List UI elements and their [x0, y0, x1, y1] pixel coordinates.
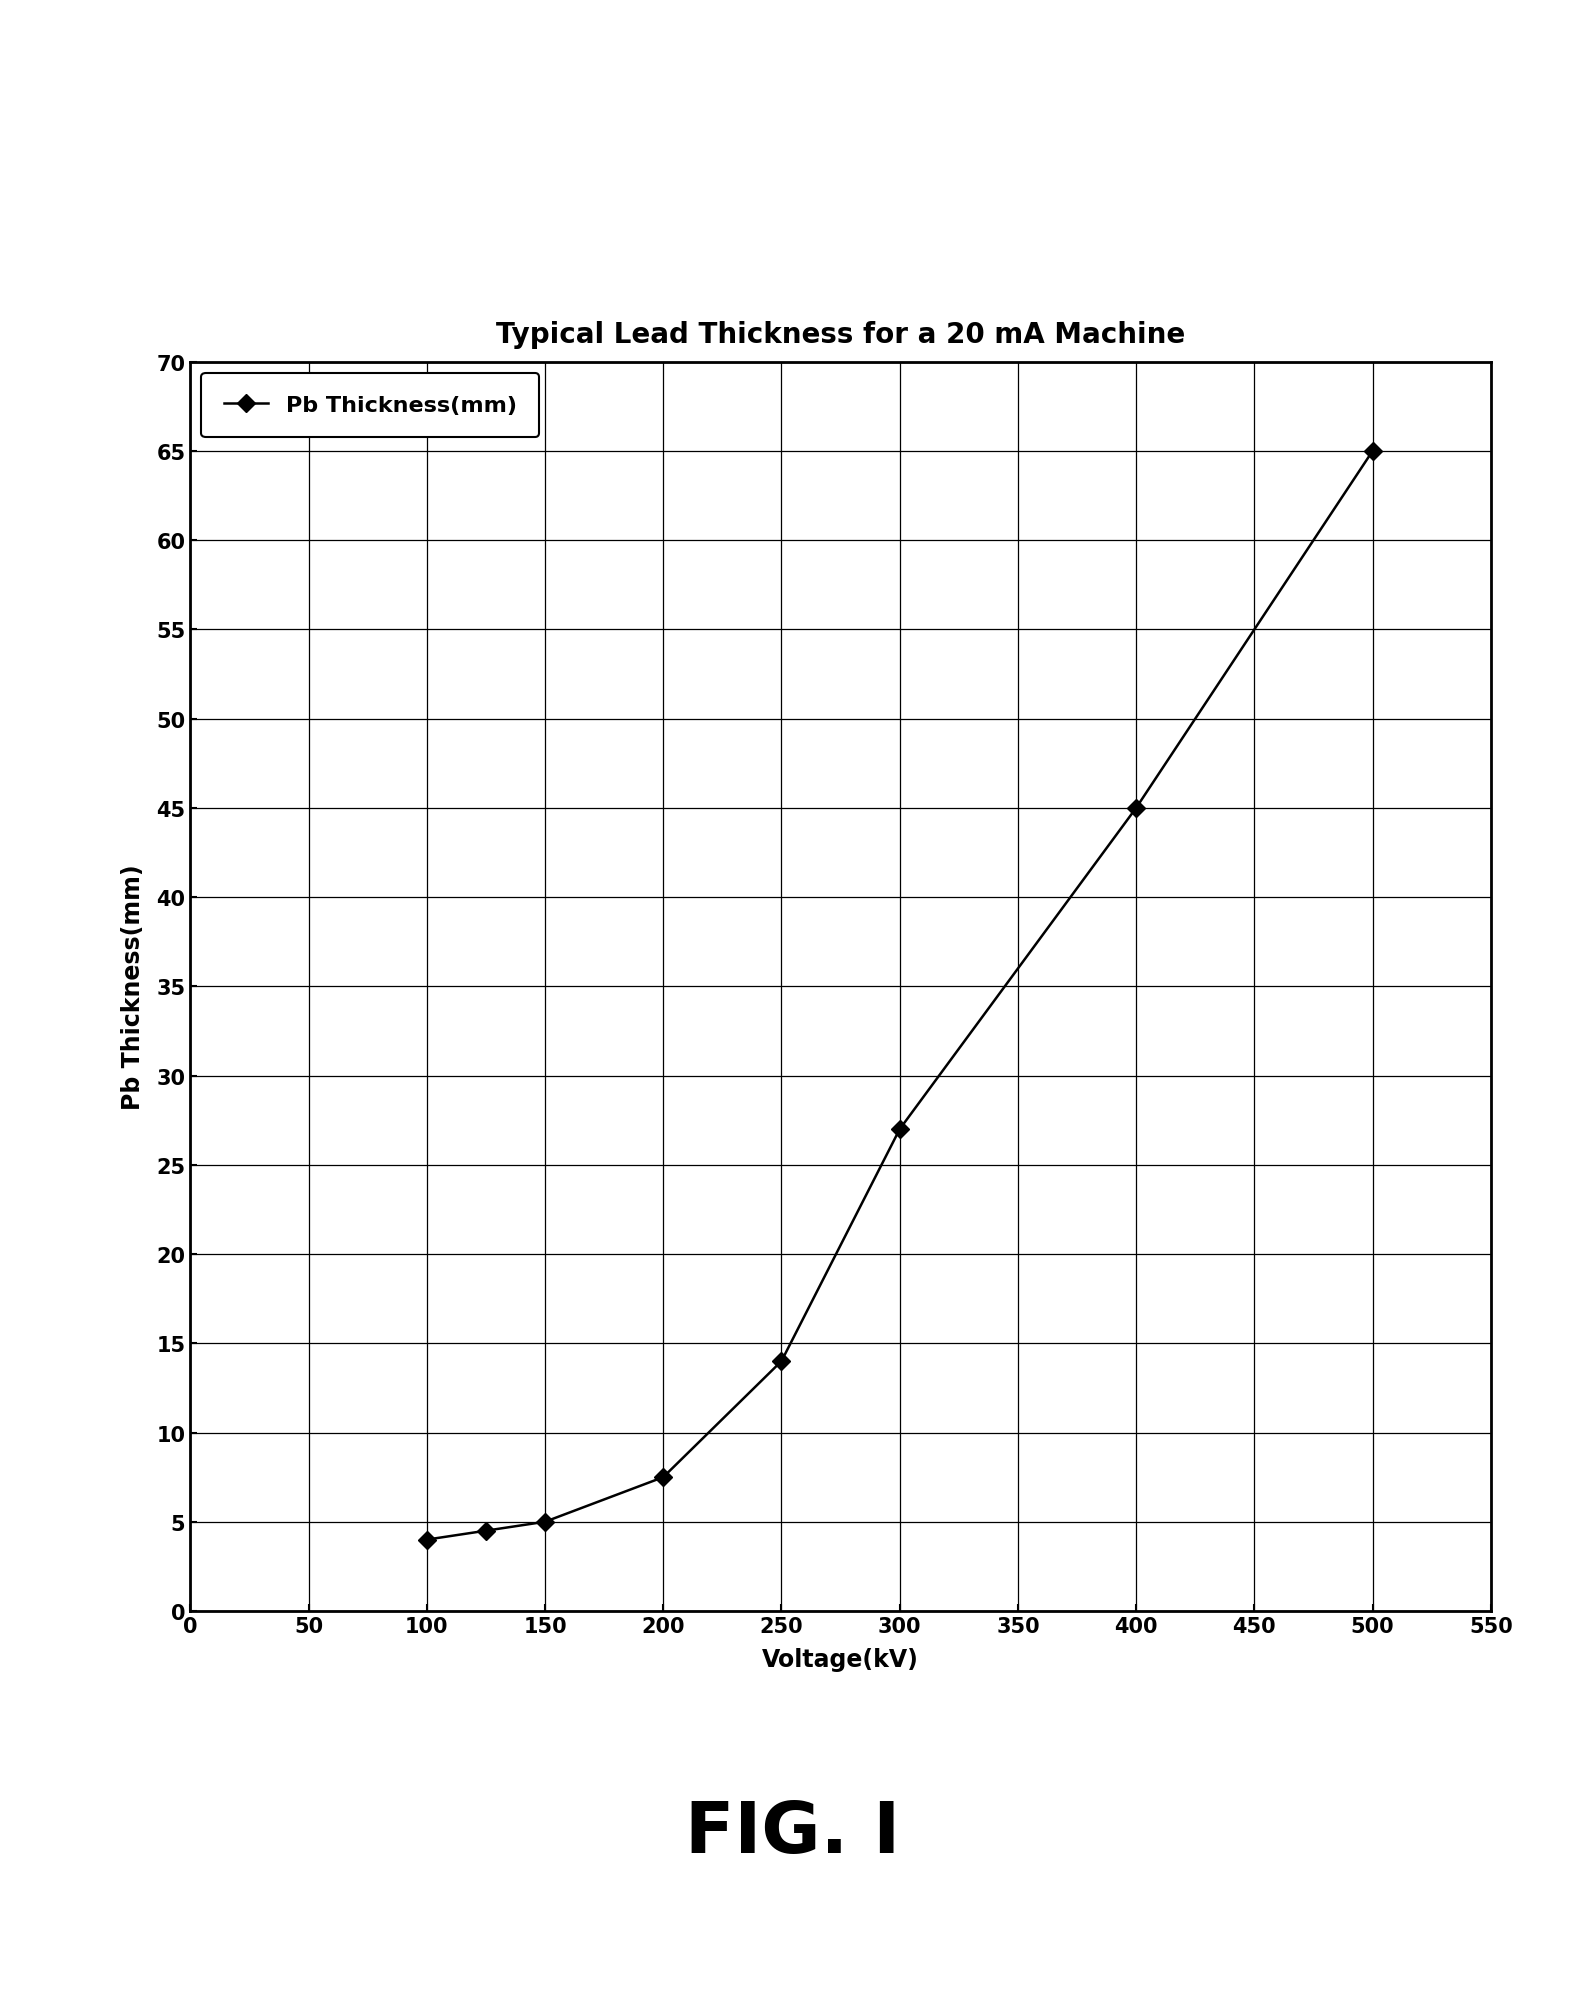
- Pb Thickness(mm): [772, 1349, 791, 1374]
- Pb Thickness(mm): [1362, 439, 1381, 463]
- Title: Typical Lead Thickness for a 20 mA Machine: Typical Lead Thickness for a 20 mA Machi…: [496, 320, 1185, 348]
- Pb Thickness(mm): [653, 1466, 672, 1490]
- Text: FIG. I: FIG. I: [685, 1799, 901, 1867]
- Line: Pb Thickness(mm): Pb Thickness(mm): [420, 445, 1378, 1547]
- X-axis label: Voltage(kV): Voltage(kV): [763, 1647, 918, 1672]
- Y-axis label: Pb Thickness(mm): Pb Thickness(mm): [121, 864, 144, 1110]
- Pb Thickness(mm): [417, 1529, 436, 1553]
- Pb Thickness(mm): [890, 1118, 909, 1142]
- Pb Thickness(mm): [1126, 796, 1145, 820]
- Pb Thickness(mm): [536, 1510, 555, 1535]
- Pb Thickness(mm): [476, 1519, 495, 1543]
- Legend: Pb Thickness(mm): Pb Thickness(mm): [201, 375, 539, 437]
